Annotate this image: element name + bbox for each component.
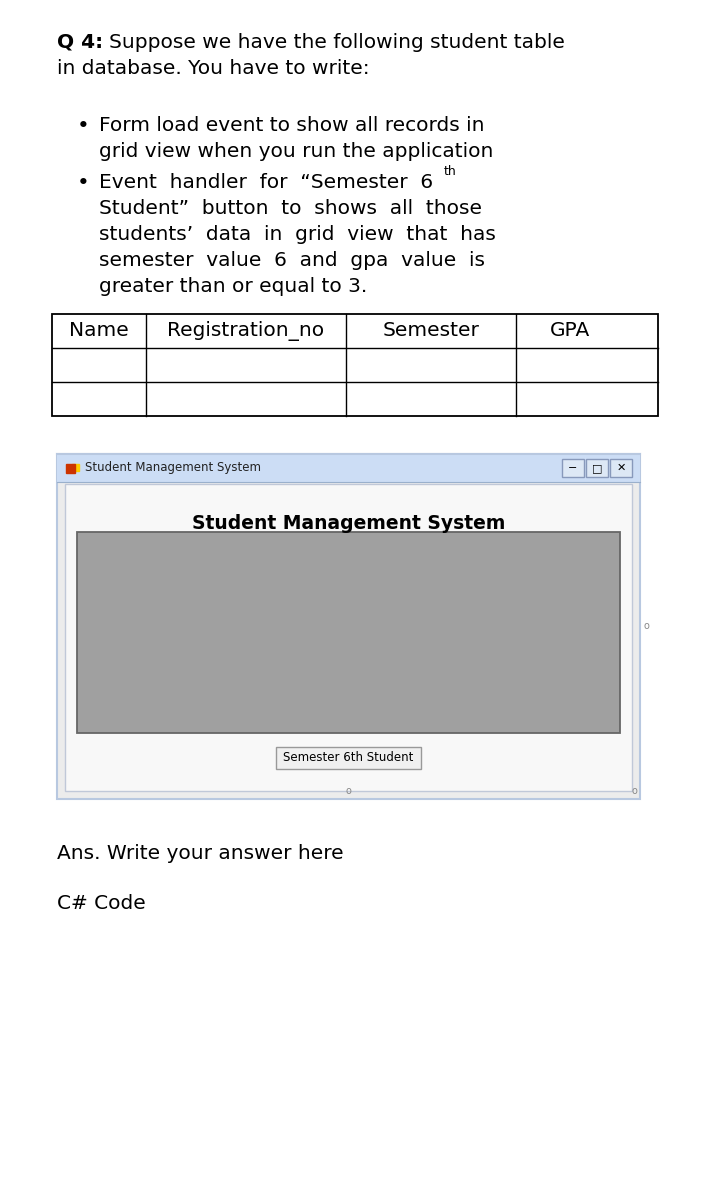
Bar [562,459,584,476]
Text: •: • [77,173,90,193]
Text: th: th [444,166,456,179]
Text: grid view when you run the application: grid view when you run the application [99,142,493,161]
Bar [57,454,640,799]
Text: greater than or equal to 3.: greater than or equal to 3. [99,277,367,296]
Text: o: o [644,621,650,632]
Text: Name: Name [69,321,129,340]
Text: students’  data  in  grid  view  that  has: students’ data in grid view that has [99,225,496,244]
Text: ✕: ✕ [616,463,626,473]
Bar [276,747,421,769]
Text: Student Management System: Student Management System [192,514,505,533]
Text: o: o [346,786,351,796]
Bar [610,459,632,476]
Text: o: o [631,786,637,796]
Text: −: − [568,463,577,473]
Text: Semester 6th Student: Semester 6th Student [283,751,414,764]
Text: in database. You have to write:: in database. You have to write: [57,59,369,78]
Text: Ans. Write your answer here: Ans. Write your answer here [57,844,343,863]
Bar [586,459,608,476]
Bar [72,465,79,472]
Bar [65,483,632,790]
Text: □: □ [592,463,602,473]
Bar [52,314,658,416]
Text: Registration_no: Registration_no [167,321,325,341]
Bar [57,454,640,482]
Text: Semester: Semester [382,321,480,340]
Bar [66,465,75,473]
Text: Event  handler  for  “Semester  6: Event handler for “Semester 6 [99,173,433,192]
Text: Student Management System: Student Management System [85,461,261,474]
Text: GPA: GPA [550,321,590,340]
Text: Q 4:: Q 4: [57,33,103,52]
Text: Suppose we have the following student table: Suppose we have the following student ta… [109,33,565,52]
Text: Form load event to show all records in: Form load event to show all records in [99,116,485,135]
Text: C# Code: C# Code [57,893,145,912]
Text: •: • [77,116,90,136]
Text: Student”  button  to  shows  all  those: Student” button to shows all those [99,199,482,218]
Text: semester  value  6  and  gpa  value  is: semester value 6 and gpa value is [99,251,485,270]
Bar [77,532,620,732]
